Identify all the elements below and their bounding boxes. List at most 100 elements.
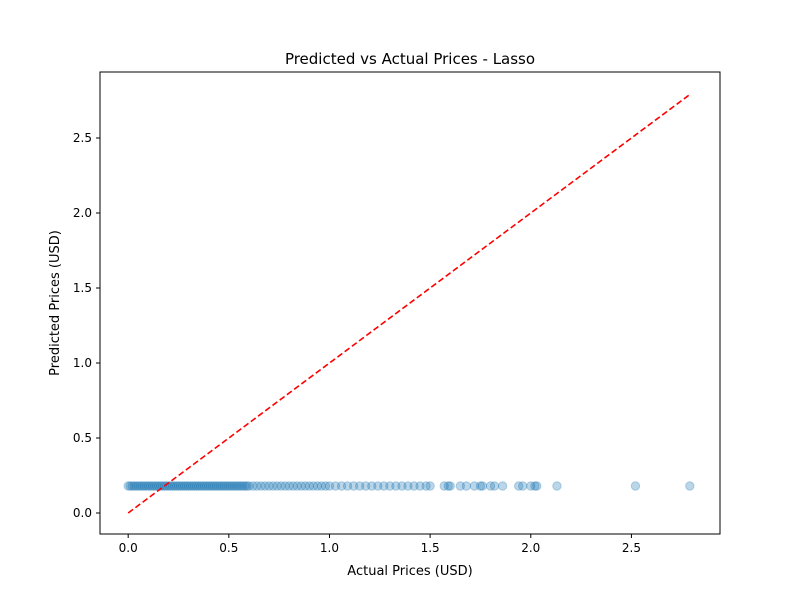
scatter-point bbox=[183, 481, 194, 491]
scatter-point bbox=[167, 481, 178, 491]
scatter-point bbox=[228, 481, 238, 491]
scatter-point bbox=[242, 481, 252, 491]
scatter-point bbox=[145, 481, 156, 491]
scatter-point bbox=[268, 481, 278, 491]
scatter-point bbox=[485, 481, 496, 491]
scatter-point bbox=[173, 481, 184, 491]
scatter-point bbox=[385, 481, 395, 491]
scatter-point bbox=[185, 481, 196, 491]
scatter-point bbox=[443, 481, 453, 491]
x-tick-label: 1.0 bbox=[320, 541, 339, 555]
y-tick-label: 1.5 bbox=[73, 281, 92, 295]
scatter-point bbox=[280, 481, 290, 491]
scatter-point bbox=[189, 481, 200, 491]
scatter-point bbox=[147, 481, 158, 491]
scatter-point bbox=[425, 481, 435, 491]
scatter-point bbox=[320, 481, 331, 491]
scatter-point bbox=[181, 481, 192, 491]
scatter-point bbox=[391, 481, 401, 491]
scatter-point bbox=[131, 481, 141, 491]
scatter-point bbox=[292, 481, 302, 491]
scatter-point bbox=[455, 481, 466, 491]
scatter-point bbox=[348, 481, 359, 491]
scatter-point bbox=[125, 481, 135, 491]
scatter-point bbox=[409, 481, 419, 491]
scatter-point bbox=[216, 481, 226, 491]
scatter-point bbox=[532, 481, 542, 491]
scatter-point bbox=[415, 481, 425, 491]
scatter-point bbox=[445, 481, 455, 491]
scatter-point bbox=[191, 481, 202, 491]
scatter-point bbox=[252, 481, 262, 491]
scatter-point bbox=[272, 481, 282, 491]
scatter-point bbox=[133, 481, 143, 491]
axes-frame bbox=[99, 71, 721, 535]
scatter-point bbox=[284, 481, 294, 491]
scatter-point bbox=[151, 481, 162, 491]
scatter-point bbox=[244, 481, 254, 491]
scatter-point bbox=[139, 481, 149, 491]
scatter-point bbox=[123, 481, 133, 491]
scatter-point bbox=[403, 481, 413, 491]
scatter-point bbox=[497, 481, 508, 491]
scatter-point bbox=[199, 481, 210, 491]
scatter-point bbox=[518, 481, 528, 491]
scatter-point bbox=[234, 481, 244, 491]
scatter-point bbox=[248, 481, 258, 491]
scatter-point bbox=[195, 481, 206, 491]
scatter-point bbox=[630, 481, 641, 491]
scatter-point bbox=[206, 481, 216, 491]
scatter-point bbox=[204, 481, 214, 491]
scatter-point bbox=[238, 481, 248, 491]
y-tick-label: 2.0 bbox=[73, 206, 92, 220]
scatter-point bbox=[218, 481, 228, 491]
scatter-point bbox=[193, 481, 204, 491]
y-axis-label: Predicted Prices (USD) bbox=[48, 230, 63, 376]
scatter-point bbox=[179, 481, 190, 491]
scatter-point bbox=[336, 481, 347, 491]
scatter-point bbox=[276, 481, 286, 491]
scatter-point bbox=[137, 481, 147, 491]
x-tick-label: 2.0 bbox=[521, 541, 540, 555]
scatter-point bbox=[475, 481, 486, 491]
scatter-point bbox=[187, 481, 198, 491]
scatter-point bbox=[304, 481, 315, 491]
x-tick-label: 0.5 bbox=[219, 541, 238, 555]
scatter-point bbox=[324, 481, 335, 491]
scatter-point bbox=[477, 481, 488, 491]
x-tick-label: 1.5 bbox=[421, 541, 440, 555]
scatter-point bbox=[224, 481, 234, 491]
scatter-point bbox=[135, 481, 145, 491]
scatter-point bbox=[379, 481, 389, 491]
x-axis-label: Actual Prices (USD) bbox=[347, 564, 472, 579]
scatter-point bbox=[461, 481, 472, 491]
scatter-point bbox=[220, 481, 230, 491]
scatter-point bbox=[489, 481, 500, 491]
y-axis-ticks: 0.0 0.5 1.0 1.5 2.0 2.5 bbox=[73, 131, 100, 520]
scatter-point bbox=[330, 481, 341, 491]
scatter-point bbox=[256, 481, 266, 491]
y-tick-label: 0.0 bbox=[73, 506, 92, 520]
x-tick-label: 2.5 bbox=[622, 541, 641, 555]
scatter-point bbox=[141, 481, 152, 491]
scatter-point bbox=[197, 481, 208, 491]
scatter-point bbox=[175, 481, 186, 491]
y-tick-label: 1.0 bbox=[73, 356, 92, 370]
scatter-point bbox=[171, 481, 182, 491]
scatter-point bbox=[354, 481, 365, 491]
x-tick-label: 0.0 bbox=[119, 541, 138, 555]
scatter-point bbox=[201, 481, 212, 491]
scatter-point bbox=[373, 481, 383, 491]
scatter-point bbox=[143, 481, 154, 491]
scatter-point bbox=[240, 481, 250, 491]
scatter-point bbox=[526, 481, 536, 491]
scatter-point bbox=[361, 481, 371, 491]
scatter-point bbox=[367, 481, 377, 491]
scatter-point bbox=[308, 481, 319, 491]
scatter-point bbox=[232, 481, 242, 491]
scatter-point bbox=[685, 481, 695, 491]
plot-area bbox=[123, 93, 695, 514]
scatter-point bbox=[226, 481, 236, 491]
